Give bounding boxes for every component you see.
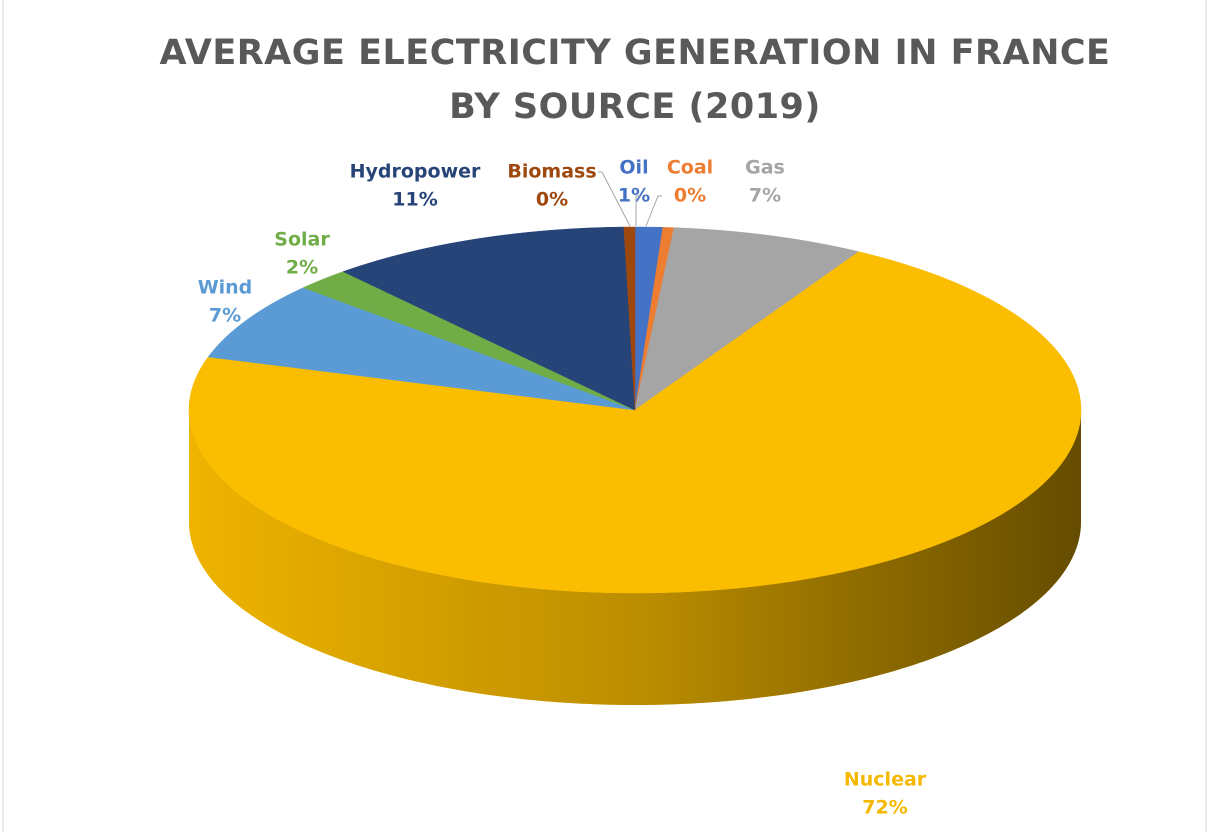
slice (207, 287, 636, 411)
data-label-name: Solar (274, 229, 330, 251)
data-label-value: 0% (674, 185, 706, 207)
data-label-name: Coal (667, 157, 713, 179)
data-label-value: 11% (392, 189, 437, 211)
data-label-value: 0% (536, 189, 568, 211)
slice (342, 226, 636, 411)
data-label-name: Wind (198, 277, 253, 299)
slice (302, 271, 636, 411)
slice (623, 226, 636, 411)
leader-line (598, 171, 631, 227)
chart-title: AVERAGE ELECTRICITY GENERATION IN FRANCE… (159, 33, 1111, 127)
slice (634, 227, 860, 411)
data-label-name: Hydropower (350, 161, 481, 183)
data-label-name: Oil (619, 157, 648, 179)
leader-line (635, 195, 640, 226)
leader-line (645, 195, 662, 227)
data-label-name: Biomass (507, 161, 596, 183)
data-label-name: Nuclear (844, 769, 927, 791)
data-label-value: 72% (862, 797, 907, 819)
data-label-value: 7% (749, 185, 781, 207)
data-label-value: 2% (286, 257, 318, 279)
slice-side-shade (189, 410, 1081, 705)
slice (188, 251, 1082, 594)
data-label-name: Gas (745, 157, 785, 179)
data-label-value: 1% (618, 185, 650, 207)
data-label-value: 7% (209, 305, 241, 327)
